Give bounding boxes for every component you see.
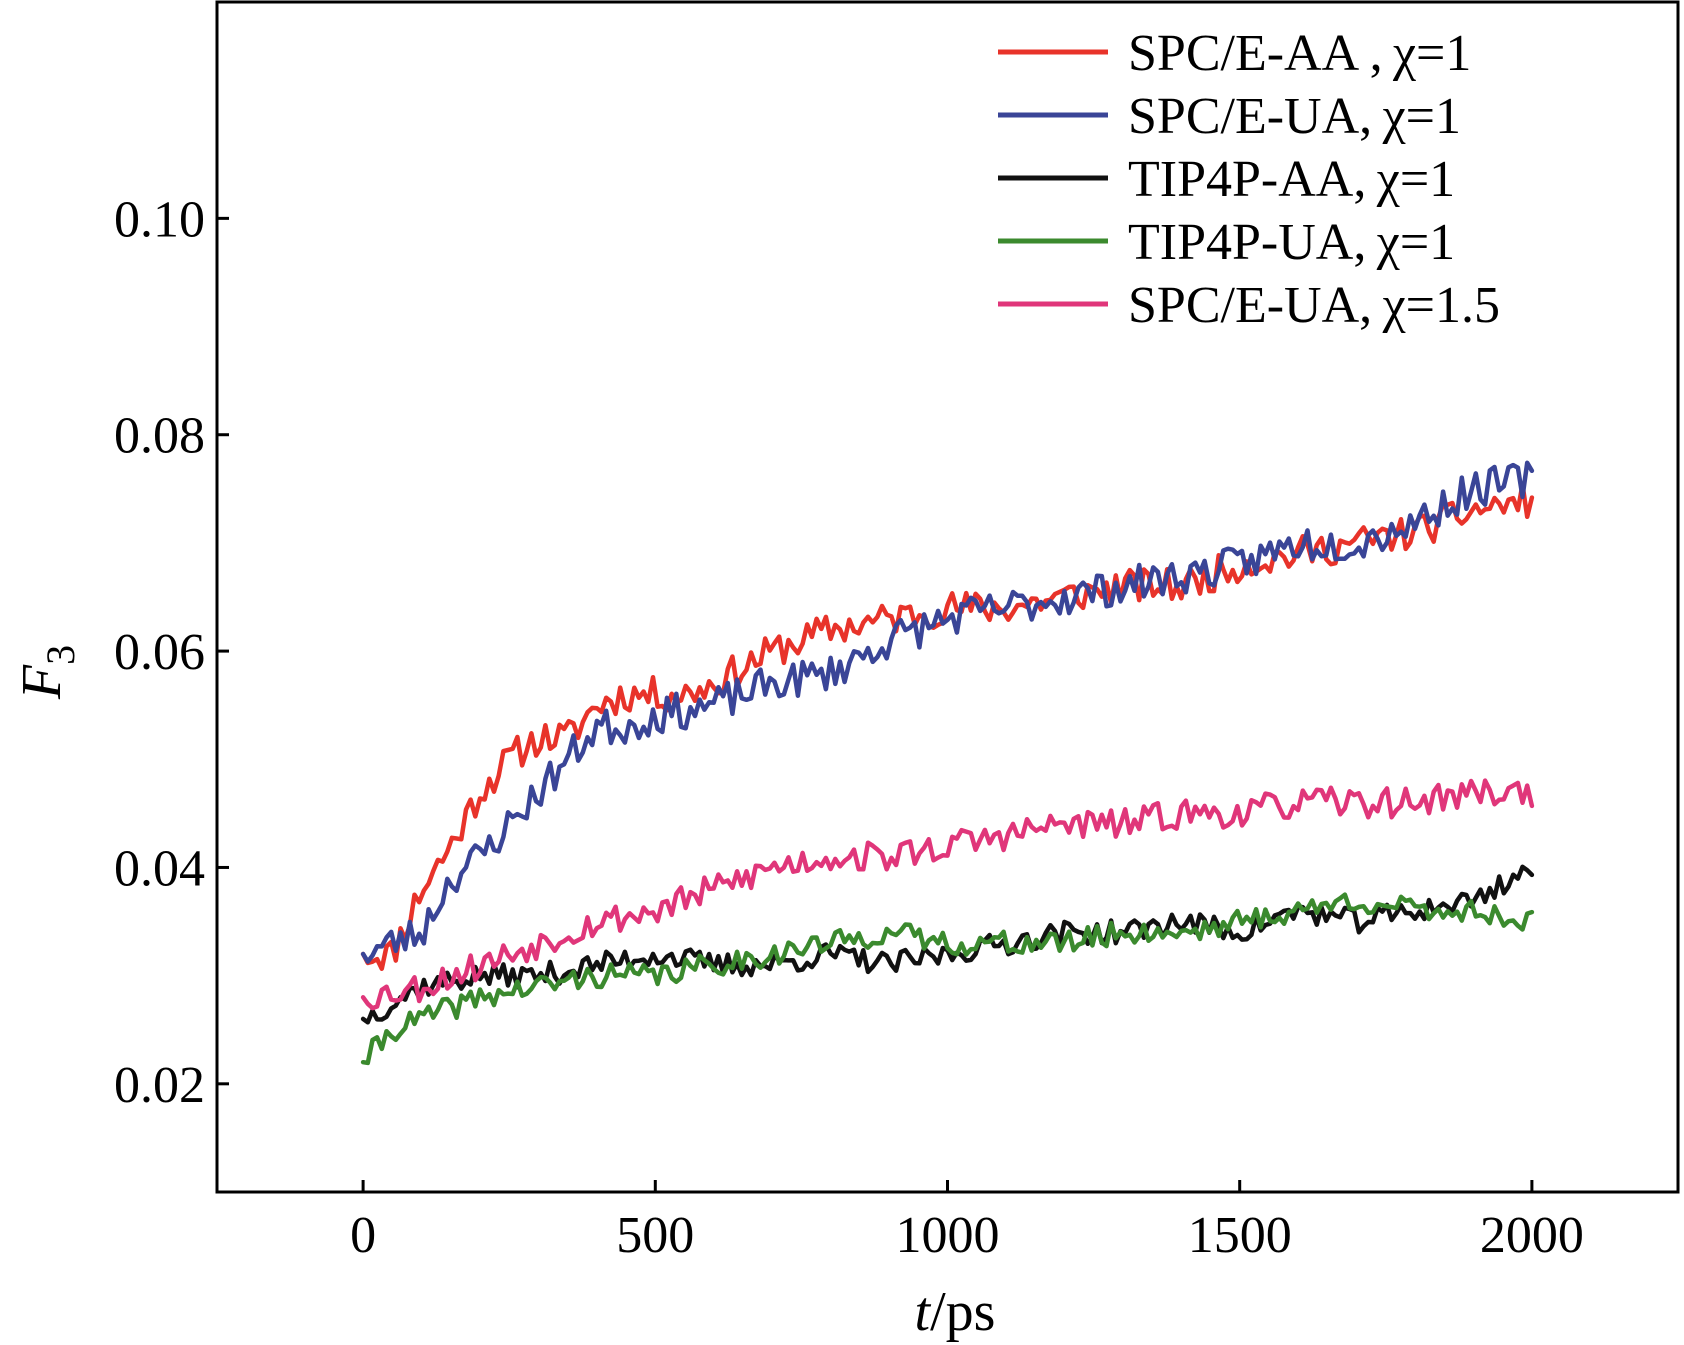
y-axis-var: F bbox=[11, 664, 73, 700]
y-tick-label: 0.06 bbox=[114, 624, 205, 681]
series-line-4 bbox=[360, 892, 1535, 1066]
y-tick-label: 0.08 bbox=[114, 408, 205, 465]
x-axis-unit: /ps bbox=[930, 1281, 995, 1343]
series-line-2 bbox=[360, 460, 1535, 964]
legend-label-3: TIP4P-AA, χ=1 bbox=[1128, 151, 1455, 208]
series-line-1 bbox=[360, 482, 1535, 971]
y-axis-sub: 3 bbox=[38, 645, 83, 665]
y-tick-label: 0.10 bbox=[114, 191, 205, 248]
x-tick-label: 1500 bbox=[1188, 1207, 1292, 1264]
legend-label-5: SPC/E-UA, χ=1.5 bbox=[1128, 277, 1500, 334]
y-tick-label: 0.02 bbox=[114, 1057, 205, 1114]
legend-label-2: SPC/E-UA, χ=1 bbox=[1128, 88, 1461, 145]
y-tick-label: 0.04 bbox=[114, 840, 205, 897]
x-tick-label: 0 bbox=[350, 1207, 376, 1264]
x-tick-label: 2000 bbox=[1480, 1207, 1584, 1264]
legend-label-1: SPC/E-AA , χ=1 bbox=[1128, 25, 1471, 82]
series-line-5 bbox=[360, 778, 1535, 1011]
y-axis-title: F3 bbox=[11, 645, 83, 700]
x-axis-title: t/ps bbox=[915, 1281, 996, 1343]
x-tick-label: 1000 bbox=[896, 1207, 1000, 1264]
legend: SPC/E-AA , χ=1 SPC/E-UA, χ=1 TIP4P-AA, χ=1… bbox=[998, 25, 1500, 334]
x-axis-var: t bbox=[915, 1281, 932, 1343]
legend-label-4: TIP4P-UA, χ=1 bbox=[1128, 214, 1455, 271]
series-lines bbox=[360, 460, 1535, 1066]
x-tick-label: 500 bbox=[616, 1207, 694, 1264]
axis-ticks: 0 500 1000 1500 2000 0.02 0.04 0.06 0.08 0.10 bbox=[114, 191, 1584, 1264]
